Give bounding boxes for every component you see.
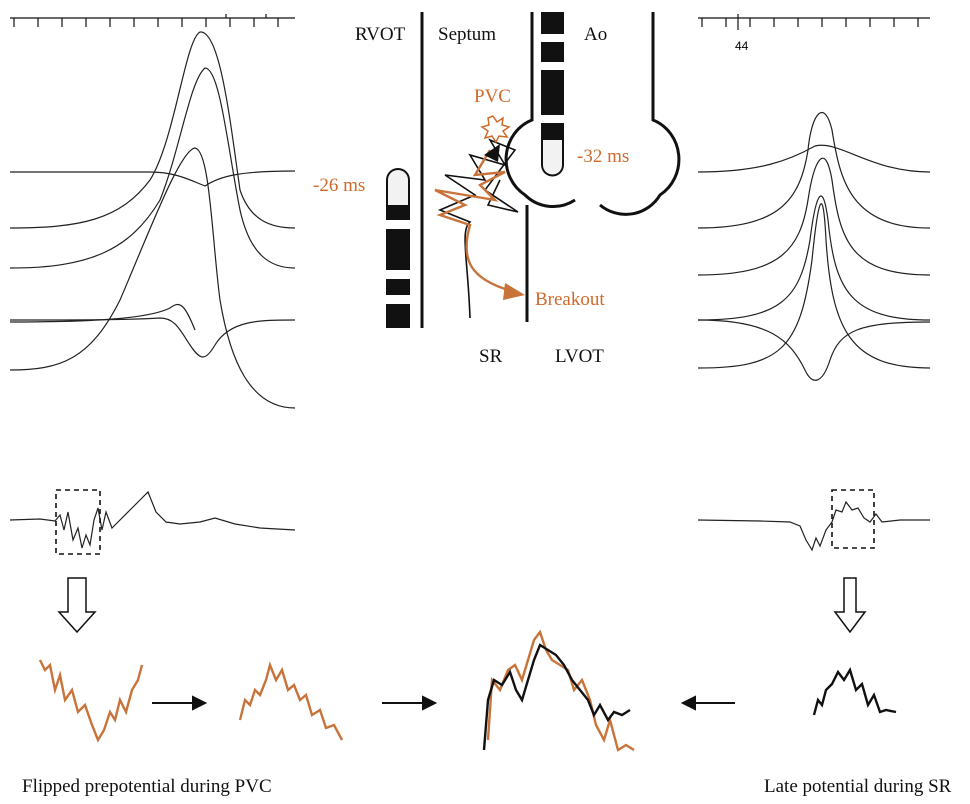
right-electrograms [698, 113, 930, 381]
sr-label: SR [479, 346, 503, 367]
down-arrow-left [59, 578, 95, 632]
left-ruler [10, 14, 295, 27]
rvot-time: -26 ms [313, 175, 365, 196]
flipped-trace-2 [240, 665, 342, 740]
pvc-trace [10, 492, 295, 548]
breakout-label: Breakout [535, 289, 605, 310]
sr-trace [698, 502, 930, 550]
left-electrograms [10, 32, 295, 408]
ao-catheter [541, 12, 564, 177]
late-potential-trace [814, 670, 896, 715]
pvc-label: PVC [474, 86, 511, 107]
pvc-star [482, 116, 509, 142]
pvc-activation-path [435, 150, 515, 292]
breakout-arrowhead [503, 283, 525, 300]
sr-highlight [832, 490, 874, 548]
caption-right: Late potential during SR [764, 776, 952, 797]
scale-label: 44 [735, 39, 749, 53]
ao-label: Ao [584, 24, 607, 45]
rvot-label: RVOT [355, 24, 406, 45]
overlay-orange [488, 632, 634, 750]
right-ruler [698, 14, 930, 30]
figure: 44 RVOT Septum Ao PVC -32 ms -26 ms Brea… [0, 0, 970, 804]
rvot-catheter [386, 168, 410, 328]
overlay-black [484, 645, 630, 750]
flipped-trace [40, 660, 142, 740]
lvot-label: LVOT [555, 346, 604, 367]
down-arrow-right [835, 578, 865, 632]
caption-left: Flipped prepotential during PVC [22, 776, 272, 797]
septum-label: Septum [438, 24, 496, 45]
ao-time: -32 ms [577, 146, 629, 167]
arrows [152, 697, 735, 709]
